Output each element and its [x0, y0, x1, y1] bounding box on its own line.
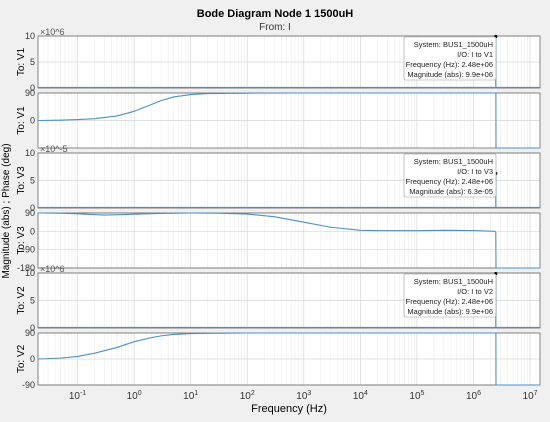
- panel-6-ylabel: To: V2: [16, 344, 27, 373]
- y-axis-label: Magnitude (abs) ; Phase (deg): [1, 143, 12, 278]
- y-tick-label: 5: [30, 176, 35, 186]
- y-tick-label: -90: [22, 245, 35, 255]
- y-exponent-label: ×10^-5: [40, 144, 68, 154]
- y-tick-label: 90: [25, 88, 35, 98]
- x-tick-label: 105: [409, 390, 424, 402]
- panel-6-series-line: [37, 332, 540, 386]
- panel-4-series-line: [37, 212, 540, 269]
- chart-title: Bode Diagram Node 1 1500uH: [197, 8, 354, 20]
- x-tick-label: 101: [183, 390, 198, 402]
- datatip-line: I/O: I to V2: [457, 287, 493, 296]
- datatip-line: Magnitude (abs): 9.9e+06: [407, 307, 493, 316]
- y-tick-label: -90: [22, 380, 35, 390]
- datatip-box: [403, 273, 497, 318]
- datatip-line: Frequency (Hz): 2.48e+06: [406, 177, 493, 186]
- x-axis-label: Frequency (Hz): [251, 403, 327, 415]
- y-tick-label: 10: [25, 268, 35, 278]
- y-tick-label: 0: [30, 323, 35, 333]
- datatip-line: System: BUS1_1500uH: [414, 157, 493, 166]
- y-tick-label: 0: [30, 203, 35, 213]
- y-tick-label: 0: [30, 83, 35, 93]
- panel-2-ylabel: To: V1: [16, 106, 27, 135]
- x-tick-label: 106: [466, 390, 481, 402]
- y-tick-label: 5: [30, 57, 35, 67]
- y-tick-label: 90: [25, 328, 35, 338]
- datatip-line: Magnitude (abs): 9.9e+06: [407, 70, 493, 79]
- x-tick-label: 104: [353, 390, 368, 402]
- datatip-line: I/O: I to V1: [457, 50, 493, 59]
- datatip-line: System: BUS1_1500uH: [414, 40, 493, 49]
- datatip-box: [403, 153, 497, 198]
- panel-4-frame: [37, 212, 541, 269]
- y-tick-label: 10: [25, 31, 35, 41]
- datatip-line: I/O: I to V3: [457, 167, 493, 176]
- panel-3-ylabel: To: V3: [16, 166, 27, 195]
- y-tick-label: 5: [30, 296, 35, 306]
- x-tick-label: 107: [523, 390, 538, 402]
- y-tick-label: 0: [30, 116, 35, 126]
- panel-2-series-line: [37, 92, 540, 149]
- x-tick-label: 103: [296, 390, 311, 402]
- y-tick-label: -180: [17, 263, 35, 273]
- panel-1-ylabel: To: V1: [16, 47, 27, 76]
- x-tick-label: 100: [127, 390, 142, 402]
- x-tick-label: 10-1: [69, 390, 86, 402]
- chart-subtitle: From: I: [259, 22, 291, 33]
- y-tick-label: 90: [25, 208, 35, 218]
- datatip-line: Frequency (Hz): 2.48e+06: [406, 60, 493, 69]
- panel-4-ylabel: To: V3: [16, 226, 27, 255]
- panel-5-ylabel: To: V2: [16, 286, 27, 315]
- y-tick-label: 10: [25, 148, 35, 158]
- y-tick-label: 0: [30, 354, 35, 364]
- y-exponent-label: ×10^6: [40, 264, 65, 274]
- datatip-line: System: BUS1_1500uH: [414, 277, 493, 286]
- datatip-box: [403, 36, 497, 81]
- x-tick-label: 102: [240, 390, 255, 402]
- datatip-line: Frequency (Hz): 2.48e+06: [406, 297, 493, 306]
- y-tick-label: 0: [30, 226, 35, 236]
- y-exponent-label: ×10^6: [40, 27, 65, 37]
- datatip-line: Magnitude (abs): 6.3e-05: [409, 187, 493, 196]
